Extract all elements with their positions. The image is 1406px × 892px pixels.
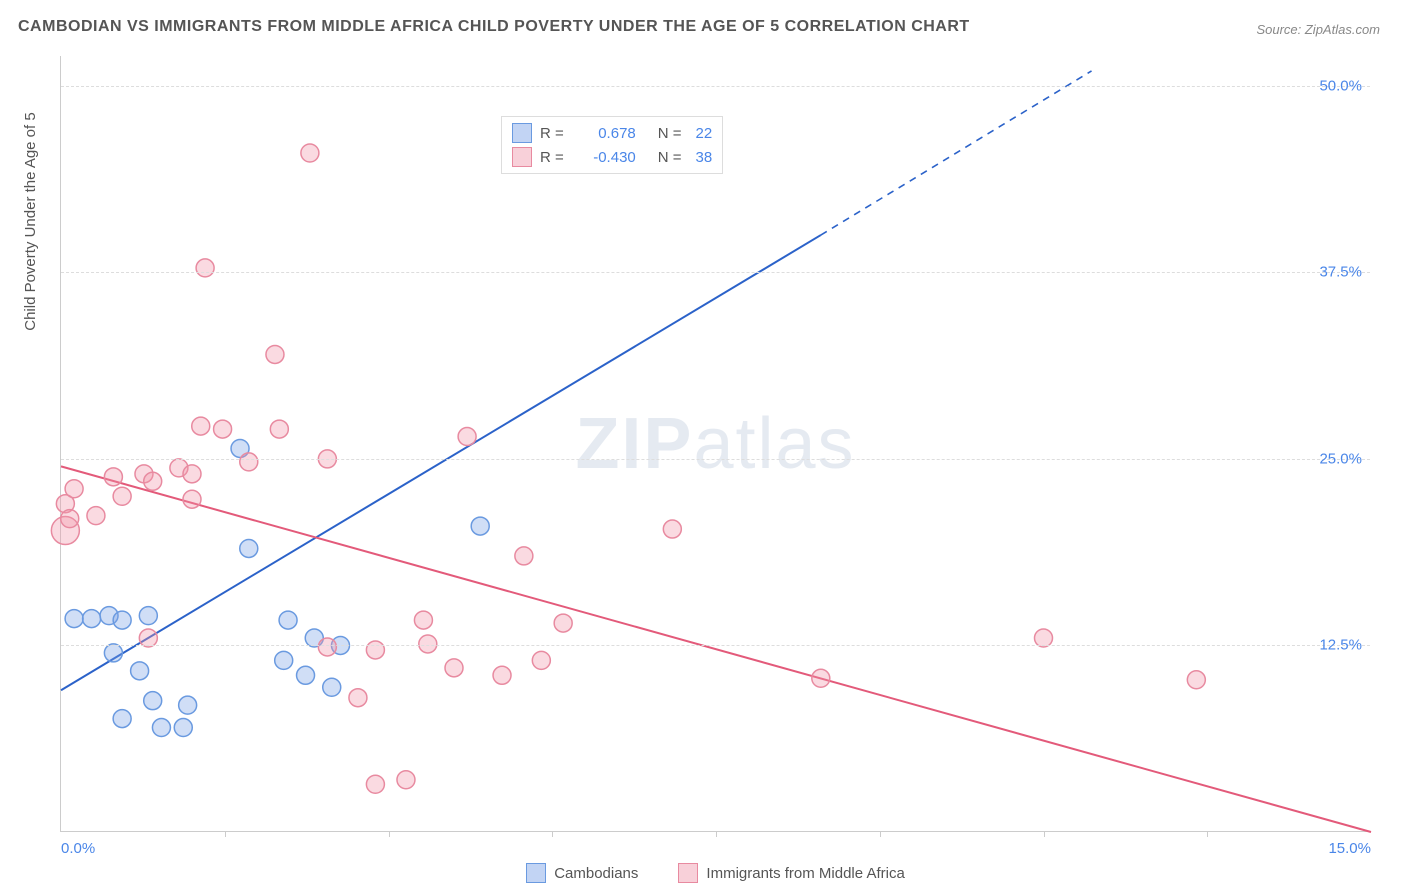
n-label: N = [658,149,682,166]
data-point [144,472,162,490]
data-point [131,662,149,680]
data-point [240,539,258,557]
legend-swatch [526,863,546,883]
legend-correlation-row: R = 0.678 N = 22 [512,121,712,145]
data-point [152,719,170,737]
data-point [83,610,101,628]
data-point [144,692,162,710]
gridline-h [61,86,1370,87]
x-tick-label: 0.0% [61,840,95,857]
legend-series-label: Immigrants from Middle Africa [706,865,904,882]
gridline-h [61,272,1370,273]
chart-title: CAMBODIAN VS IMMIGRANTS FROM MIDDLE AFRI… [18,18,970,36]
data-point [192,417,210,435]
data-point [104,644,122,662]
x-tick [716,831,717,837]
data-point [366,641,384,659]
gridline-h [61,459,1370,460]
legend-swatch [512,123,532,143]
legend-correlation: R = 0.678 N = 22 R = -0.430 N = 38 [501,116,723,174]
x-tick [225,831,226,837]
data-point [266,345,284,363]
y-tick-label: 12.5% [1319,637,1362,654]
y-tick-label: 37.5% [1319,264,1362,281]
y-tick-label: 25.0% [1319,450,1362,467]
data-point [65,480,83,498]
data-point [493,666,511,684]
x-tick-label: 15.0% [1328,840,1371,857]
legend-series-item: Immigrants from Middle Africa [678,863,904,883]
data-point [318,638,336,656]
data-point [139,629,157,647]
r-value: -0.430 [578,149,636,166]
data-point [113,710,131,728]
data-point [196,259,214,277]
data-point [663,520,681,538]
legend-swatch [512,147,532,167]
data-point [349,689,367,707]
y-tick-label: 50.0% [1319,77,1362,94]
data-point [414,611,432,629]
legend-swatch [678,863,698,883]
data-point [139,607,157,625]
data-point [240,453,258,471]
data-point [297,666,315,684]
plot-area: ZIPatlas R =0.678N =22R =-0.430N =38 Cam… [60,56,1370,832]
x-tick [389,831,390,837]
data-point [397,771,415,789]
r-label: R = [540,149,564,166]
legend-series: Cambodians Immigrants from Middle Africa [61,863,1370,883]
data-point [301,144,319,162]
data-point [275,651,293,669]
data-point [113,611,131,629]
data-point [174,719,192,737]
data-point [65,610,83,628]
data-point [458,428,476,446]
legend-series-label: Cambodians [554,865,638,882]
data-point [812,669,830,687]
data-point [61,510,79,528]
x-tick [880,831,881,837]
data-point [366,775,384,793]
data-point [183,490,201,508]
data-point [179,696,197,714]
data-point [87,507,105,525]
data-point [471,517,489,535]
x-tick [552,831,553,837]
data-point [419,635,437,653]
data-point [104,468,122,486]
legend-correlation-row: R = -0.430 N = 38 [512,145,712,169]
r-value: 0.678 [578,125,636,142]
data-point [445,659,463,677]
n-label: N = [658,125,682,142]
trend-line [61,466,1371,832]
data-point [183,465,201,483]
data-point [270,420,288,438]
trend-line-extrapolated [821,71,1092,235]
r-label: R = [540,125,564,142]
data-point [1035,629,1053,647]
data-point [323,678,341,696]
source-credit: Source: ZipAtlas.com [1256,22,1380,37]
y-axis-label: Child Poverty Under the Age of 5 [22,112,39,330]
data-point [554,614,572,632]
x-tick [1207,831,1208,837]
n-value: 22 [696,125,713,142]
legend-series-item: Cambodians [526,863,638,883]
data-point [532,651,550,669]
gridline-h [61,645,1370,646]
data-point [1187,671,1205,689]
x-tick [1044,831,1045,837]
data-point [113,487,131,505]
data-point [279,611,297,629]
data-point [515,547,533,565]
data-point [214,420,232,438]
n-value: 38 [696,149,713,166]
